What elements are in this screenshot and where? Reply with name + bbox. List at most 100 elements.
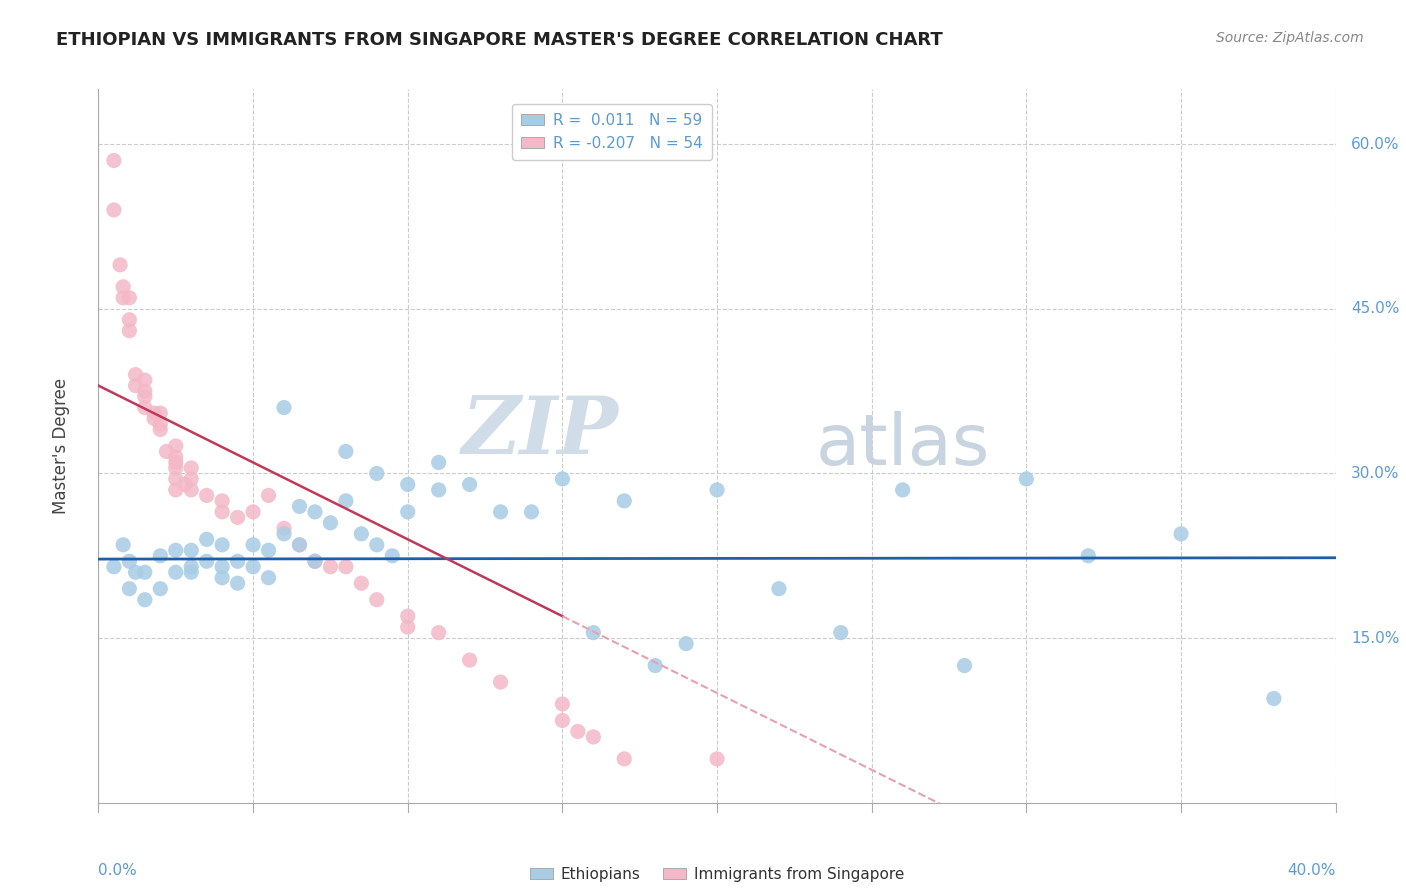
Point xyxy=(706,752,728,766)
Point xyxy=(118,554,141,568)
Point xyxy=(143,406,166,420)
Point xyxy=(134,373,156,387)
Point xyxy=(335,559,357,574)
Point xyxy=(675,637,697,651)
Point xyxy=(242,559,264,574)
Point xyxy=(427,455,450,469)
Point xyxy=(257,488,280,502)
Point xyxy=(396,477,419,491)
Point xyxy=(149,417,172,431)
Point xyxy=(427,625,450,640)
Point xyxy=(211,505,233,519)
Point xyxy=(350,526,373,541)
Point xyxy=(273,526,295,541)
Point xyxy=(134,401,156,415)
Point xyxy=(257,571,280,585)
Point xyxy=(180,483,202,497)
Point xyxy=(103,559,125,574)
Point xyxy=(582,730,605,744)
Point xyxy=(366,592,388,607)
Point xyxy=(174,477,197,491)
Point xyxy=(319,559,342,574)
Point xyxy=(257,543,280,558)
Point xyxy=(551,714,574,728)
Legend: Ethiopians, Immigrants from Singapore: Ethiopians, Immigrants from Singapore xyxy=(524,861,910,888)
Point xyxy=(706,483,728,497)
Point xyxy=(143,411,166,425)
Point xyxy=(103,153,125,168)
Point xyxy=(1015,472,1038,486)
Point xyxy=(288,500,311,514)
Point xyxy=(226,576,249,591)
Text: ETHIOPIAN VS IMMIGRANTS FROM SINGAPORE MASTER'S DEGREE CORRELATION CHART: ETHIOPIAN VS IMMIGRANTS FROM SINGAPORE M… xyxy=(56,31,943,49)
Point xyxy=(427,483,450,497)
Text: 45.0%: 45.0% xyxy=(1351,301,1399,317)
Point xyxy=(489,675,512,690)
Point xyxy=(195,554,218,568)
Point xyxy=(226,510,249,524)
Point xyxy=(644,658,666,673)
Point xyxy=(180,543,202,558)
Point xyxy=(103,202,125,217)
Point xyxy=(165,566,187,580)
Point xyxy=(108,258,131,272)
Point xyxy=(149,406,172,420)
Point xyxy=(396,505,419,519)
Point xyxy=(195,488,218,502)
Point xyxy=(124,368,146,382)
Point xyxy=(953,658,976,673)
Point xyxy=(768,582,790,596)
Point xyxy=(211,538,233,552)
Point xyxy=(134,390,156,404)
Point xyxy=(304,554,326,568)
Point xyxy=(134,592,156,607)
Point xyxy=(155,444,177,458)
Point xyxy=(613,752,636,766)
Point xyxy=(180,566,202,580)
Point xyxy=(288,538,311,552)
Point xyxy=(396,620,419,634)
Point xyxy=(830,625,852,640)
Point xyxy=(118,324,141,338)
Point xyxy=(242,505,264,519)
Point xyxy=(165,439,187,453)
Text: 15.0%: 15.0% xyxy=(1351,631,1399,646)
Text: 0.0%: 0.0% xyxy=(98,863,138,879)
Point xyxy=(304,554,326,568)
Point xyxy=(226,554,249,568)
Point xyxy=(567,724,589,739)
Point xyxy=(551,697,574,711)
Text: atlas: atlas xyxy=(815,411,990,481)
Point xyxy=(211,559,233,574)
Point xyxy=(335,444,357,458)
Point xyxy=(520,505,543,519)
Point xyxy=(396,609,419,624)
Point xyxy=(180,472,202,486)
Point xyxy=(124,566,146,580)
Point xyxy=(381,549,404,563)
Text: ZIP: ZIP xyxy=(461,393,619,470)
Point xyxy=(112,280,135,294)
Point xyxy=(112,538,135,552)
Point xyxy=(118,291,141,305)
Point xyxy=(134,384,156,398)
Point xyxy=(180,461,202,475)
Point xyxy=(165,461,187,475)
Point xyxy=(165,450,187,464)
Point xyxy=(195,533,218,547)
Point xyxy=(149,423,172,437)
Point xyxy=(149,549,172,563)
Point xyxy=(304,505,326,519)
Point xyxy=(124,378,146,392)
Point xyxy=(458,653,481,667)
Text: Master's Degree: Master's Degree xyxy=(52,378,70,514)
Point xyxy=(891,483,914,497)
Point xyxy=(319,516,342,530)
Point xyxy=(165,472,187,486)
Point xyxy=(242,538,264,552)
Point xyxy=(288,538,311,552)
Text: 30.0%: 30.0% xyxy=(1351,466,1399,481)
Point xyxy=(149,582,172,596)
Text: 40.0%: 40.0% xyxy=(1288,863,1336,879)
Point xyxy=(350,576,373,591)
